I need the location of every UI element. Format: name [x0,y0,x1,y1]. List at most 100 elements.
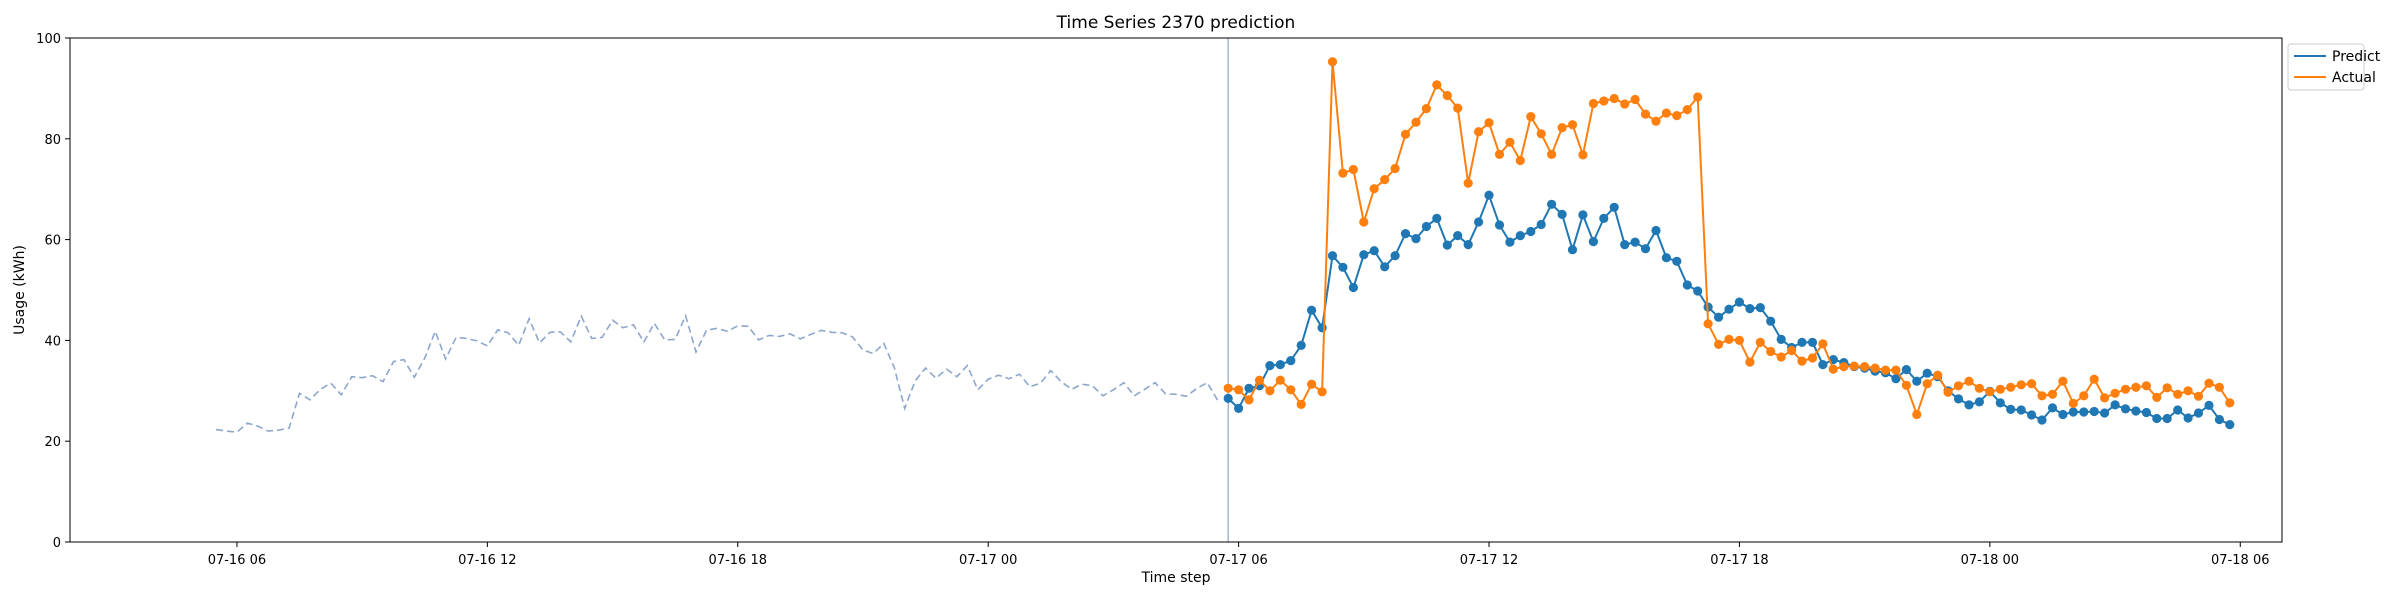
x-axis-label: Time step [1141,570,1211,586]
predict-point [1953,394,1964,404]
actual-point [1985,387,1995,397]
x-tick-label: 07-16 12 [458,553,516,568]
predict-point [1317,323,1327,333]
actual-point [1933,370,1943,380]
actual-point [1943,387,1953,397]
actual-point [1547,149,1557,159]
predict-point [2183,413,2193,423]
actual-point [2006,382,2016,392]
actual-point [1223,383,1233,393]
y-tick-label: 80 [44,133,61,148]
actual-point [2162,383,2172,393]
predict-point [1797,337,1807,347]
ticks-layer: 0 20 40 60 80 100 07-16 06 07-16 12 07-16 18 07-1… [36,32,2269,568]
predict-point [2100,408,2110,418]
actual-point [1286,385,1296,395]
actual-point [1672,111,1682,121]
predict-point [1724,304,1734,314]
predict-point [2079,407,2089,417]
actual-point [1849,361,1859,371]
predict-point [1714,312,1724,322]
predict-point [1651,225,1661,236]
y-tick-label: 100 [36,32,61,47]
predict-point [1432,213,1442,223]
predict-point [2162,413,2172,424]
actual-point [1567,120,1578,130]
actual-point [1807,353,1818,363]
actual-point [1682,105,1692,115]
actual-point [1745,357,1755,367]
predict-point [1588,237,1598,247]
x-tick-label: 07-17 12 [1460,553,1518,568]
x-tick-label: 07-16 18 [709,553,767,568]
predict-point [1807,337,1818,347]
actual-point [1578,150,1588,160]
actual-point [1317,387,1327,397]
actual-point [1254,375,1265,385]
predict-point [1901,365,1911,375]
actual-point [1922,379,1932,389]
predict-point [1630,237,1640,247]
actual-point [1828,364,1838,374]
actual-point [1380,175,1390,185]
actual-point [1609,93,1619,104]
predict-point [2047,403,2058,413]
predict-point [2068,407,2078,417]
actual-point [1327,57,1338,67]
predict-point [1755,303,1765,313]
predict-point [2058,409,2068,420]
actual-point [1348,164,1358,175]
predict-point [2006,404,2016,414]
predict-point [2204,400,2214,410]
actual-point [2193,391,2204,401]
predict-point [1494,220,1505,230]
actual-point [1442,90,1452,101]
predict-point [1745,304,1755,314]
actual-point [1421,104,1431,114]
actual-point [2110,388,2120,398]
actual-point [1275,375,1285,385]
predict-point [1526,226,1536,237]
axes-frame [69,37,2283,543]
predict-point [1463,240,1473,250]
predict-point [1234,403,1244,413]
actual-point [1891,365,1901,375]
actual-point [1474,127,1484,137]
actual-point [1307,379,1317,389]
predict-point [2131,406,2141,416]
actual-point [1588,98,1598,109]
actual-point [2058,376,2068,386]
actual-point [1296,399,1306,409]
predict-point [2173,405,2183,415]
y-tick-label: 60 [44,234,61,249]
predict-point [2193,408,2204,418]
x-tick-label: 07-18 06 [2211,553,2269,568]
predict-point [1672,256,1682,266]
actual-point [1880,365,1891,375]
predict-point [1567,245,1578,255]
actual-point [2089,374,2099,384]
predict-point [1922,368,1932,378]
predict-point [1515,231,1525,241]
predict-point [2089,406,2099,417]
predict-point [2120,404,2131,414]
predict-point [1275,360,1285,370]
predict-point [1505,237,1515,247]
predict-point [1421,221,1431,232]
x-tick-label: 07-17 18 [1710,553,1768,568]
predict-point [1286,356,1296,366]
predict-point [1411,234,1421,244]
actual-point [1964,376,1974,386]
actual-point [2183,386,2193,396]
actual-point [1557,123,1567,133]
predict-point [1348,282,1358,293]
predict-point [1661,253,1671,263]
predict-point [2225,420,2235,430]
predict-point [1640,244,1651,254]
actual-point [2047,389,2058,399]
predict-point [1734,297,1744,307]
actual-point [2068,398,2078,408]
actual-point [2204,378,2214,388]
predict-point [2152,413,2162,424]
predict-point [1369,246,1379,256]
